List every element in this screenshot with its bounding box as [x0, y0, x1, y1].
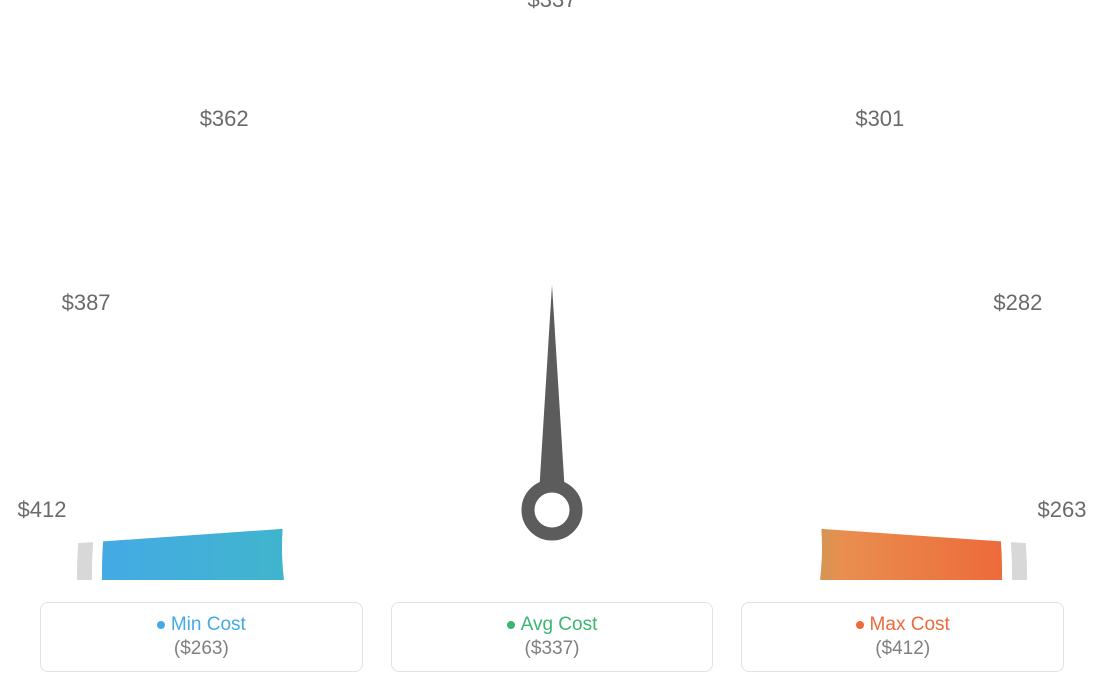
gauge-tick [452, 76, 461, 115]
gauge-tick [948, 417, 987, 425]
gauge-tick [803, 169, 838, 211]
gauge-tick [880, 248, 912, 272]
gauge-hub [528, 486, 576, 534]
gauge-tick-label: $412 [18, 497, 67, 523]
gauge-tick-label: $301 [855, 106, 904, 132]
dot-icon [856, 621, 864, 629]
gauge-needle [538, 285, 566, 510]
gauge-tick [736, 114, 754, 150]
gauge-chart: $263 $282 $301 $337 $362 $387 $412 [0, 0, 1104, 580]
legend-card-max: Max Cost ($412) [741, 602, 1064, 672]
gauge-tick [908, 329, 958, 351]
legend-value: ($337) [525, 638, 580, 660]
legend-row: Min Cost ($263) Avg Cost ($337) Max Cost… [0, 592, 1104, 690]
gauge-tick [350, 114, 368, 150]
gauge-tick [643, 76, 652, 115]
gauge-tick-label: $263 [1038, 497, 1087, 523]
gauge-tick-label: $387 [62, 290, 111, 316]
legend-value: ($412) [875, 638, 930, 660]
gauge-tick [117, 417, 156, 425]
legend-label: Avg Cost [521, 614, 598, 636]
legend-card-avg: Avg Cost ($337) [391, 602, 714, 672]
gauge-tick-label: $337 [528, 0, 577, 13]
legend-value: ($263) [174, 638, 229, 660]
dot-icon [157, 621, 165, 629]
legend-label: Min Cost [171, 614, 246, 636]
legend-card-min: Min Cost ($263) [40, 602, 363, 672]
gauge-tick [145, 329, 195, 351]
legend-label: Max Cost [870, 614, 950, 636]
gauge-tick [197, 242, 229, 266]
gauge-tick-label: $282 [993, 290, 1042, 316]
dot-icon [507, 621, 515, 629]
gauge-tick [266, 169, 301, 211]
gauge-tick-label: $362 [200, 106, 249, 132]
